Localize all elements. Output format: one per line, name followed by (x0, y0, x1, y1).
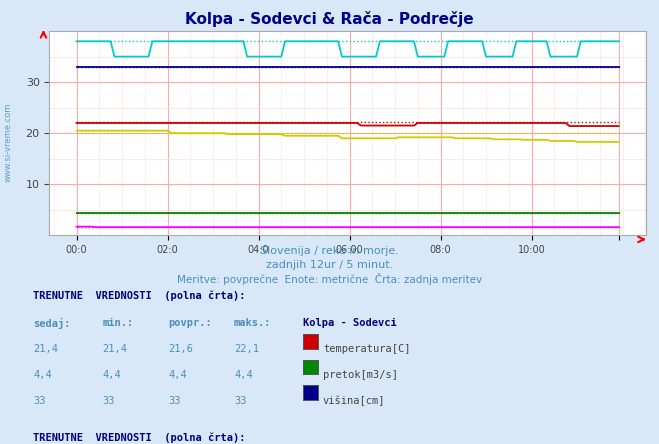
Text: Slovenija / reke in morje.: Slovenija / reke in morje. (260, 246, 399, 257)
Text: 4,4: 4,4 (168, 370, 186, 380)
Text: pretok[m3/s]: pretok[m3/s] (323, 370, 398, 380)
Text: zadnjih 12ur / 5 minut.: zadnjih 12ur / 5 minut. (266, 260, 393, 270)
Text: višina[cm]: višina[cm] (323, 396, 386, 406)
Text: 33: 33 (168, 396, 181, 406)
Text: min.:: min.: (102, 318, 133, 329)
Text: Kolpa - Sodevci & Rača - Podrečje: Kolpa - Sodevci & Rača - Podrečje (185, 11, 474, 27)
Text: povpr.:: povpr.: (168, 318, 212, 329)
Text: 21,4: 21,4 (102, 344, 127, 354)
Text: maks.:: maks.: (234, 318, 272, 329)
Text: 4,4: 4,4 (33, 370, 51, 380)
Text: 21,4: 21,4 (33, 344, 58, 354)
Text: 33: 33 (234, 396, 246, 406)
Text: 4,4: 4,4 (234, 370, 252, 380)
Text: sedaj:: sedaj: (33, 318, 71, 329)
Text: 22,1: 22,1 (234, 344, 259, 354)
Text: 33: 33 (102, 396, 115, 406)
Text: Meritve: povprečne  Enote: metrične  Črta: zadnja meritev: Meritve: povprečne Enote: metrične Črta:… (177, 273, 482, 285)
Text: Kolpa - Sodevci: Kolpa - Sodevci (303, 318, 397, 329)
Text: TRENUTNE  VREDNOSTI  (polna črta):: TRENUTNE VREDNOSTI (polna črta): (33, 291, 245, 301)
Text: 21,6: 21,6 (168, 344, 193, 354)
Text: temperatura[C]: temperatura[C] (323, 344, 411, 354)
Text: 4,4: 4,4 (102, 370, 121, 380)
Text: 33: 33 (33, 396, 45, 406)
Text: TRENUTNE  VREDNOSTI  (polna črta):: TRENUTNE VREDNOSTI (polna črta): (33, 432, 245, 443)
Text: www.si-vreme.com: www.si-vreme.com (4, 102, 13, 182)
